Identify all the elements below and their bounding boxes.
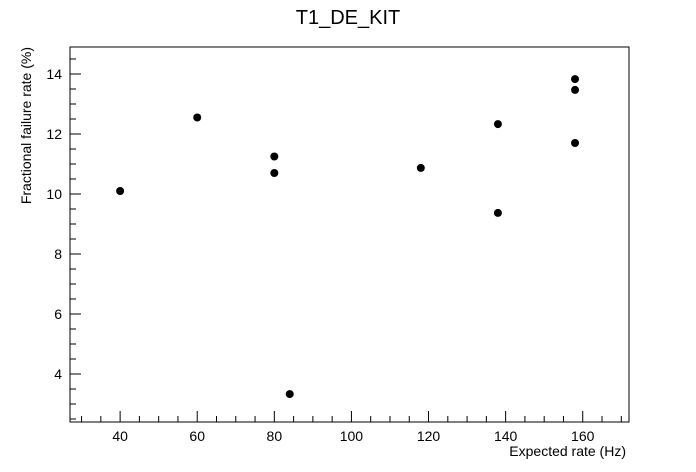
x-tick-label: 100 <box>340 428 364 444</box>
y-tick-label: 12 <box>46 126 62 142</box>
data-point <box>571 85 580 94</box>
data-point <box>493 208 502 217</box>
data-point <box>285 390 294 399</box>
y-tick-labels: 4 6 8 10 12 14 <box>46 66 62 382</box>
y-tick-label: 14 <box>46 66 62 82</box>
y-axis-label: Fractional failure rate (%) <box>18 47 34 204</box>
chart-title: T1_DE_KIT <box>296 7 400 29</box>
y-tick-label: 8 <box>54 246 62 262</box>
x-tick-label: 140 <box>494 428 518 444</box>
data-point <box>270 152 279 161</box>
y-tick-label: 4 <box>54 366 62 382</box>
data-point <box>493 120 502 129</box>
data-point <box>416 163 425 172</box>
plot-frame <box>69 46 630 423</box>
data-point <box>571 139 580 147</box>
y-tick-label: 6 <box>54 306 62 322</box>
data-point <box>270 169 279 177</box>
x-tick-label: 160 <box>571 428 595 444</box>
x-tick-label: 120 <box>417 428 441 444</box>
x-tick-label: 40 <box>112 428 128 444</box>
x-tick-label: 60 <box>189 428 205 444</box>
data-point <box>571 75 580 84</box>
y-tick-label: 10 <box>46 186 62 202</box>
data-point <box>116 187 125 195</box>
x-axis-label: Expected rate (Hz) <box>509 443 626 459</box>
x-tick-label: 80 <box>267 428 283 444</box>
axis-ticks <box>70 58 622 422</box>
data-points <box>116 75 580 399</box>
x-tick-labels: 40 60 80 100 120 140 160 <box>112 428 594 444</box>
data-point <box>193 113 202 122</box>
